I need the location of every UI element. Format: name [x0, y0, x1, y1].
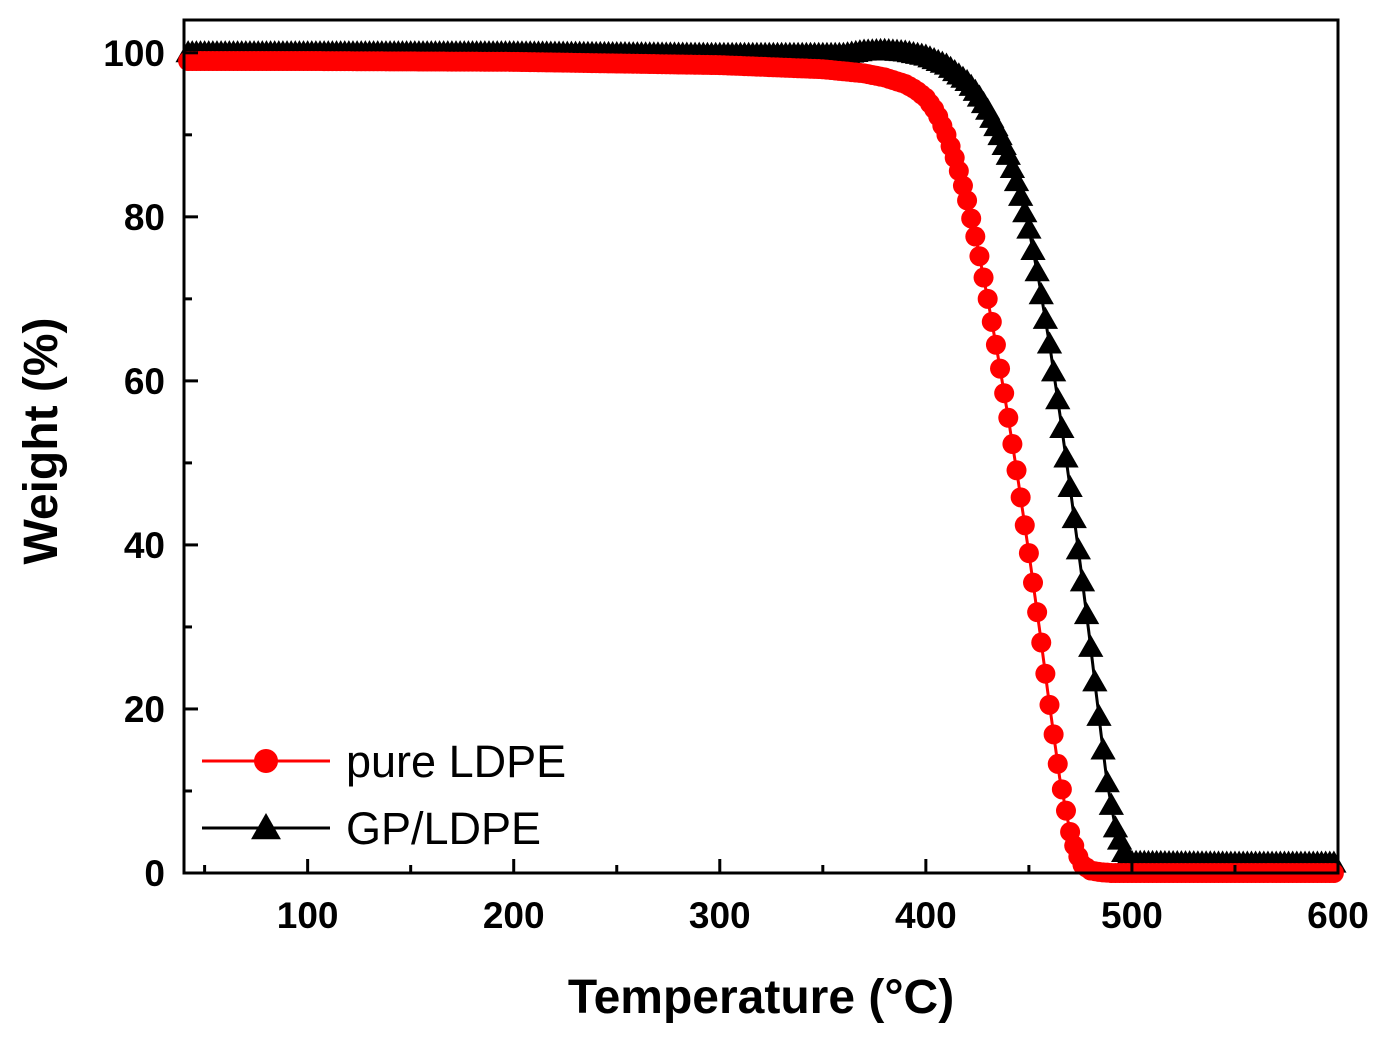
data-point-marker: [998, 407, 1019, 428]
data-point-marker: [1055, 800, 1076, 821]
data-point-marker: [1045, 387, 1071, 410]
y-tick-label: 80: [124, 197, 165, 238]
x-tick-label: 100: [277, 895, 339, 936]
data-point-marker: [1039, 694, 1060, 715]
data-point-marker: [1018, 543, 1039, 564]
x-tick-label: 200: [483, 895, 545, 936]
data-point-marker: [1057, 474, 1083, 497]
y-axis-title: Weight (%): [15, 317, 68, 564]
data-point-marker: [1031, 632, 1052, 653]
data-point-marker: [1082, 669, 1108, 692]
x-tick-label: 500: [1101, 895, 1163, 936]
data-point-marker: [1053, 445, 1079, 468]
data-point-marker: [1065, 537, 1091, 560]
data-point-marker: [1043, 724, 1064, 745]
data-point-marker: [1035, 663, 1056, 684]
x-tick-label: 300: [689, 895, 751, 936]
data-point-marker: [969, 246, 990, 267]
legend: pure LDPE GP/LDPE: [202, 736, 566, 854]
data-point-marker: [1090, 737, 1116, 760]
data-point-marker: [1051, 779, 1072, 800]
data-point-marker: [999, 155, 1026, 178]
data-point-marker: [1028, 282, 1054, 305]
data-point-marker: [961, 208, 982, 229]
data-point-marker: [981, 311, 1002, 332]
data-point-marker: [1094, 770, 1120, 793]
data-point-marker: [1024, 259, 1050, 282]
data-point-marker: [1032, 306, 1059, 329]
data-point-marker: [1049, 415, 1075, 438]
data-point-marker: [1047, 753, 1068, 774]
data-point-marker: [1086, 703, 1112, 726]
legend-marker: [254, 749, 278, 773]
x-tick-label: 600: [1307, 895, 1369, 936]
y-tick-label: 100: [103, 33, 165, 74]
data-point-marker: [1069, 569, 1096, 592]
data-point-marker: [1020, 237, 1046, 260]
legend-item: GP/LDPE: [202, 803, 541, 854]
x-axis-title: Temperature (°C): [568, 971, 954, 1024]
data-point-marker: [1078, 634, 1104, 657]
legend-marker: [251, 813, 281, 840]
ticks-layer: 100 200 300 400 500 600 0 20 40 60 80 100: [103, 33, 1369, 936]
data-point-marker: [251, 813, 281, 840]
data-point-marker: [957, 190, 978, 211]
data-point-marker: [1012, 200, 1038, 223]
data-point-marker: [990, 358, 1011, 379]
data-point-marker: [1006, 460, 1027, 481]
data-point-marker: [1016, 216, 1042, 239]
data-point-marker: [965, 226, 986, 247]
data-point-marker: [1027, 602, 1048, 623]
data-point-marker: [977, 288, 998, 309]
data-point-marker: [994, 383, 1015, 404]
data-point-marker: [1014, 515, 1035, 536]
data-point-marker: [1061, 506, 1087, 529]
y-tick-label: 20: [124, 689, 165, 730]
x-tick-label: 400: [895, 895, 957, 936]
legend-label: GP/LDPE: [346, 803, 541, 854]
data-point-marker: [1036, 331, 1063, 354]
data-point-marker: [1002, 434, 1023, 455]
legend-label: pure LDPE: [346, 736, 566, 787]
data-point-marker: [254, 749, 278, 773]
y-tick-label: 40: [124, 525, 165, 566]
y-tick-label: 0: [144, 853, 165, 894]
data-point-marker: [1098, 792, 1124, 815]
data-point-marker: [1003, 168, 1030, 192]
data-point-marker: [995, 142, 1021, 165]
data-point-marker: [1008, 183, 1034, 206]
data-point-marker: [1040, 359, 1067, 382]
legend-item: pure LDPE: [202, 736, 566, 787]
data-point-marker: [1073, 601, 1100, 625]
data-point-marker: [1023, 572, 1044, 593]
y-tick-label: 60: [124, 361, 165, 402]
data-point-marker: [1010, 487, 1031, 508]
data-point-marker: [973, 267, 994, 288]
plot-frame: [182, 18, 1340, 875]
data-point-marker: [985, 334, 1006, 355]
data-point-marker: [1102, 815, 1129, 838]
